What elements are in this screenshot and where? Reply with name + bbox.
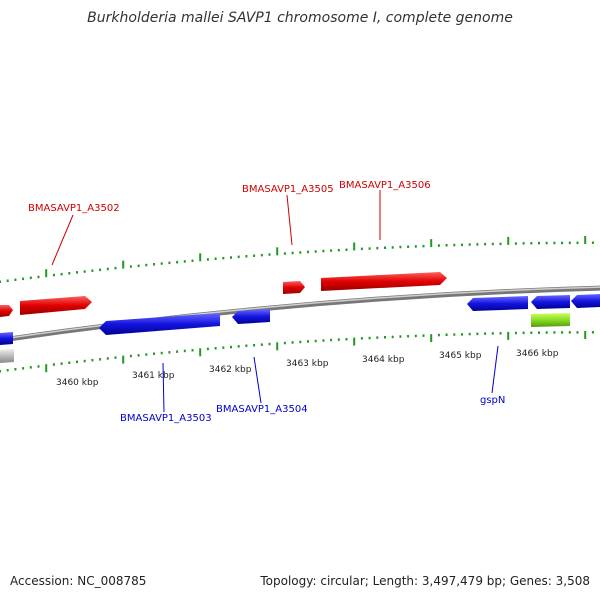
reverse-gene-bmasavp1-a3503[interactable] [99,313,220,335]
leader-line [162,362,165,413]
leader-line [51,214,74,266]
leader-line [253,356,262,404]
reverse-tick-marks [0,331,594,373]
other-feature[interactable] [0,349,14,363]
gene-label-bmasavp1-a3503[interactable]: BMASAVP1_A3503 [120,413,212,424]
accession-text: Accession: NC_008785 [10,574,147,588]
scale-label: 3462 kbp [209,365,252,375]
gene-label-gspn[interactable]: gspN [480,395,505,406]
reverse-gene-partial[interactable] [0,332,13,345]
gene-label-bmasavp1-a3505[interactable]: BMASAVP1_A3505 [242,184,334,195]
gene-label-bmasavp1-a3502[interactable]: BMASAVP1_A3502 [28,203,120,214]
reverse-gene-gspn[interactable] [467,296,528,311]
reverse-gene-labels: BMASAVP1_A3503 BMASAVP1_A3504 gspN [120,345,505,424]
forward-gene-bmasavp1-a3502[interactable] [20,296,92,315]
scale-label: 3460 kbp [56,378,99,388]
gene-label-bmasavp1-a3504[interactable]: BMASAVP1_A3504 [216,404,308,415]
reverse-gene-bmasavp1-a3504[interactable] [232,309,270,324]
scale-label: 3461 kbp [132,371,175,381]
genome-backbone [0,285,600,343]
reverse-gene-edge[interactable] [571,294,600,308]
forward-gene-partial[interactable] [0,305,13,317]
topology-summary: Topology: circular; Length: 3,497,479 bp… [260,574,590,588]
map-title: Burkholderia mallei SAVP1 chromosome I, … [87,10,513,26]
scale-labels: 3460 kbp 3461 kbp 3462 kbp 3463 kbp 3464… [56,349,559,388]
rna-feature[interactable] [531,313,570,327]
forward-gene-labels: BMASAVP1_A3502 BMASAVP1_A3505 BMASAVP1_A… [28,180,431,266]
reverse-gene-next[interactable] [531,295,570,309]
forward-gene-bmasavp1-a3506[interactable] [321,272,447,291]
leader-line [286,194,293,246]
scale-label: 3465 kbp [439,351,482,361]
gene-label-bmasavp1-a3506[interactable]: BMASAVP1_A3506 [339,180,431,191]
scale-label: 3464 kbp [362,355,405,365]
forward-gene-bmasavp1-a3505[interactable] [283,281,305,294]
scale-label: 3466 kbp [516,349,559,359]
genome-backbone-highlight [0,286,600,341]
leader-line [491,345,499,394]
forward-tick-marks [0,236,594,283]
scale-label: 3463 kbp [286,359,329,369]
